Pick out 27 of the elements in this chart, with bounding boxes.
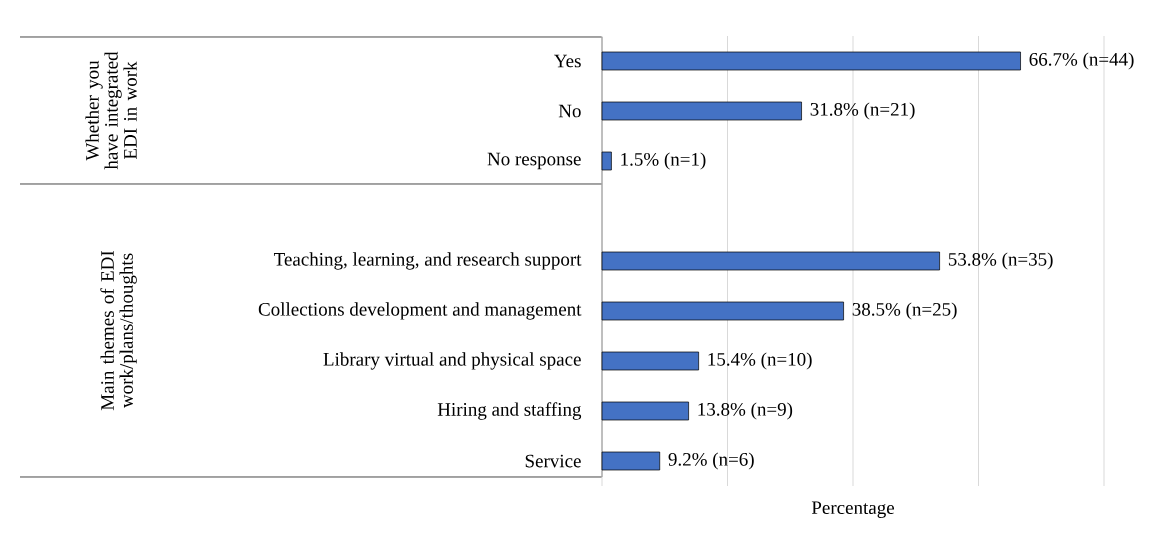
bar: [601, 101, 802, 121]
data-label: 1.5% (n=1): [621, 152, 706, 170]
data-label: 15.4% (n=10): [708, 352, 812, 370]
bar: [601, 401, 689, 421]
y-tick-label: Hiring and staffing: [437, 402, 582, 420]
y-tick-label: Collections development and management: [258, 302, 582, 320]
data-label: 9.2% (n=6): [668, 452, 754, 470]
bar: [601, 451, 661, 471]
y-tick-label: Yes: [554, 54, 581, 68]
y-tick-label: Teaching, learning, and research support: [273, 252, 582, 270]
bar: [601, 51, 1021, 71]
data-label: 31.8% (n=21): [810, 102, 915, 120]
data-label: 13.8% (n=9): [698, 402, 793, 420]
bar: [601, 301, 844, 321]
data-label: 53.8% (n=35): [948, 252, 1053, 270]
y-tick-label: No: [558, 104, 581, 118]
text: Main themes of EDI work/plans/thoughts: [100, 250, 137, 411]
bar: [601, 351, 699, 371]
text: Whether you have integrated EDI in work: [85, 51, 137, 170]
data-label: 38.5% (n=25): [852, 302, 957, 320]
data-label: 66.7% (n=44): [1029, 52, 1134, 70]
y-tick-label: Library virtual and physical space: [323, 352, 581, 370]
y-tick-label: No response: [487, 152, 581, 170]
y-tick-label: Service: [525, 454, 581, 468]
bar: [601, 251, 940, 271]
bar: [601, 151, 612, 171]
x-axis-title: Percentage: [811, 501, 895, 518]
